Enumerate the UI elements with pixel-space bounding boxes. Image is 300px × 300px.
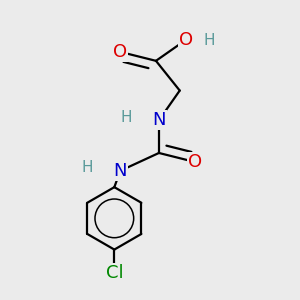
Text: Cl: Cl	[106, 264, 123, 282]
Text: O: O	[178, 31, 193, 49]
Text: N: N	[152, 111, 166, 129]
Text: H: H	[82, 160, 93, 175]
Text: N: N	[113, 162, 127, 180]
Text: O: O	[113, 43, 127, 61]
Text: O: O	[188, 153, 202, 171]
Text: H: H	[204, 32, 215, 47]
Text: H: H	[121, 110, 132, 125]
